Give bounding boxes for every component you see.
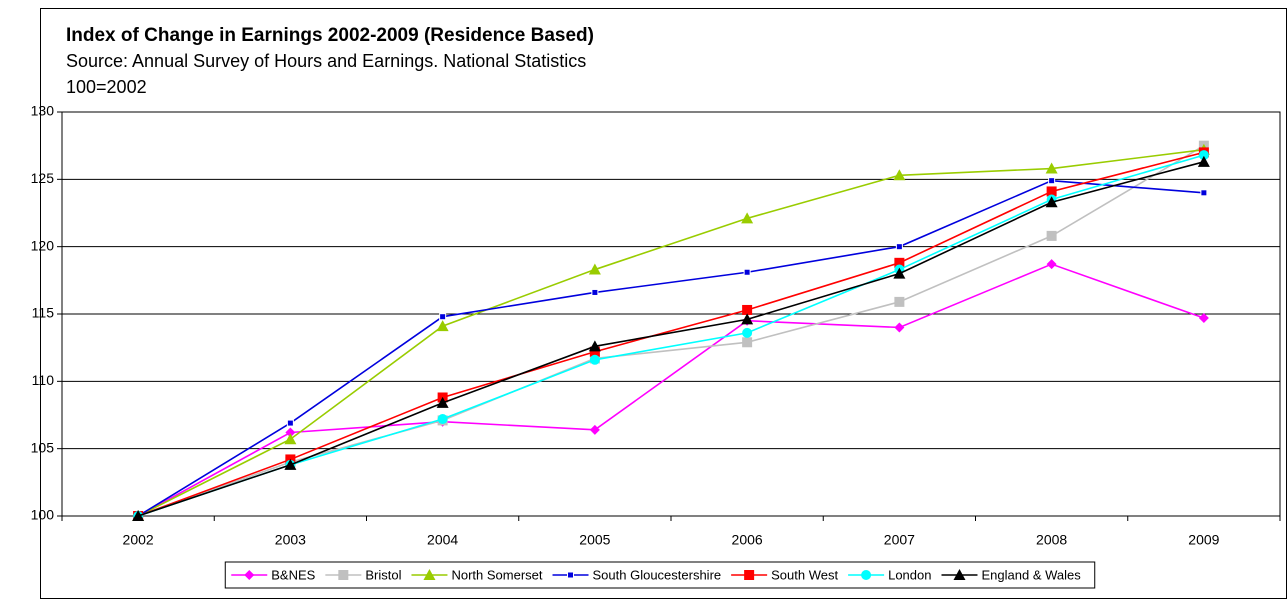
marker: [742, 337, 753, 348]
marker: [1048, 177, 1056, 185]
marker: [894, 257, 905, 268]
marker: [1046, 230, 1057, 241]
marker: [1197, 155, 1210, 167]
marker: [589, 354, 600, 365]
legend-label: South Gloucestershire: [593, 567, 722, 582]
legend-item: Bristol: [325, 567, 402, 582]
legend-label: South West: [771, 567, 838, 582]
series-line: [137, 161, 1205, 517]
y-tick-label: 105: [31, 439, 55, 455]
marker: [742, 327, 753, 338]
legend-label: England & Wales: [981, 567, 1081, 582]
series-line: [137, 151, 1205, 517]
marker: [286, 419, 294, 427]
x-tick-label: 2005: [579, 532, 610, 548]
series-line: [137, 179, 1204, 517]
legend-item: South Gloucestershire: [552, 567, 722, 582]
marker: [1200, 189, 1208, 197]
marker: [1046, 186, 1057, 197]
marker: [591, 288, 599, 296]
marker: [953, 569, 966, 580]
x-tick-label: 2009: [1188, 532, 1219, 548]
x-tick-label: 2004: [427, 532, 458, 548]
marker: [423, 569, 436, 580]
marker: [893, 169, 906, 181]
marker: [1046, 259, 1057, 270]
y-tick-label: 100: [31, 507, 55, 523]
legend-item: B&NES: [231, 567, 316, 582]
marker: [589, 346, 600, 357]
x-tick-label: 2007: [884, 532, 915, 548]
x-tick-label: 2003: [275, 532, 306, 548]
marker: [437, 414, 448, 425]
marker: [894, 296, 905, 307]
legend-label: Bristol: [365, 567, 401, 582]
legend-item: London: [848, 567, 931, 582]
marker: [285, 427, 296, 438]
marker: [436, 396, 449, 408]
legend-label: North Somerset: [451, 567, 542, 582]
legend-item: North Somerset: [411, 567, 543, 582]
marker: [743, 268, 751, 276]
legend: B&NES Bristol North Somerset South Gloucest…: [224, 561, 1096, 589]
series-line: [137, 148, 1204, 517]
marker: [1045, 162, 1058, 174]
chart-title: Index of Change in Earnings 2002-2009 (R…: [66, 25, 594, 46]
marker: [894, 322, 905, 333]
x-tick-label: 2008: [1036, 532, 1067, 548]
marker: [741, 313, 754, 325]
x-tick-label: 2002: [123, 532, 154, 548]
marker: [741, 212, 754, 224]
marker: [742, 304, 753, 315]
series-line: [137, 154, 1205, 517]
marker: [284, 458, 297, 470]
marker: [893, 267, 906, 279]
marker: [1198, 150, 1209, 161]
x-tick-label: 2006: [732, 532, 763, 548]
marker: [861, 570, 872, 580]
chart-note: 100=2002: [66, 77, 147, 97]
marker: [338, 570, 349, 580]
marker: [436, 320, 449, 332]
marker: [1045, 196, 1058, 208]
legend-label: B&NES: [271, 567, 315, 582]
legend-item: England & Wales: [941, 567, 1081, 582]
y-tick-label: 130: [31, 103, 55, 119]
y-tick-label: 120: [31, 237, 55, 253]
legend-item: South West: [731, 567, 838, 582]
marker: [1198, 313, 1209, 324]
marker: [588, 263, 601, 275]
marker: [284, 433, 297, 445]
marker: [588, 340, 601, 352]
marker: [244, 570, 255, 580]
y-tick-label: 125: [31, 170, 55, 186]
legend-label: London: [888, 567, 931, 582]
chart-frame: [40, 8, 1287, 599]
marker: [589, 424, 600, 435]
series-line: [137, 263, 1205, 517]
y-tick-label: 110: [32, 372, 55, 388]
marker: [567, 571, 575, 579]
marker: [439, 313, 447, 321]
y-tick-label: 115: [32, 305, 55, 321]
marker: [895, 243, 903, 251]
chart-subtitle: Source: Annual Survey of Hours and Earni…: [66, 51, 586, 71]
marker: [744, 570, 755, 580]
marker: [132, 510, 145, 521]
